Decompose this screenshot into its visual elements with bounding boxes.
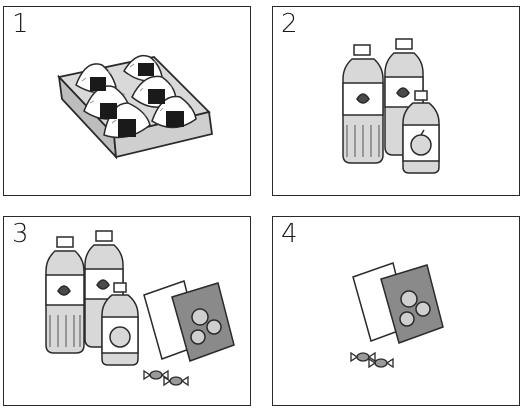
tea-bottle-icon xyxy=(45,236,85,354)
panel-number: 1 xyxy=(12,9,29,39)
panel-3: 3 xyxy=(3,216,251,406)
snack-bag-icon xyxy=(352,262,444,344)
panel-number: 4 xyxy=(281,219,298,249)
panel-4: 4 xyxy=(272,216,520,406)
tea-bottle-icon xyxy=(342,44,384,164)
panel-1: 1 xyxy=(3,6,251,196)
panel-number: 2 xyxy=(281,9,298,39)
rice-ball-box-icon xyxy=(57,54,214,160)
panel-2: 2 xyxy=(272,6,520,196)
panel-number: 3 xyxy=(12,219,29,249)
juice-bottle-icon xyxy=(101,282,139,366)
candy-icon xyxy=(143,369,189,387)
snack-bag-icon xyxy=(143,280,235,362)
juice-bottle-icon xyxy=(402,90,440,174)
candy-icon xyxy=(350,351,394,369)
